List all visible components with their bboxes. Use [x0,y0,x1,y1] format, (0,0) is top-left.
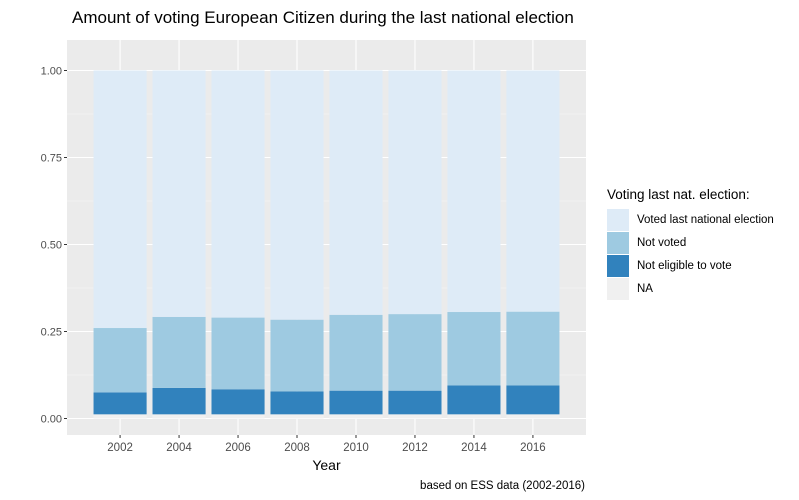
legend: Voting last nat. election: Voted last na… [607,187,774,300]
x-tick-label: 2016 [520,442,546,454]
x-tick-label: 2014 [461,442,487,454]
legend-item: Not voted [607,231,774,254]
x-tick-label: 2002 [107,442,133,454]
legend-label: NA [637,282,653,295]
bar-segment [388,314,442,391]
bar-segment [152,70,206,317]
legend-key-swatch [607,277,629,300]
bar-segment [211,70,265,318]
bar-segment [93,392,147,415]
bar-segment [447,385,501,415]
bar-segment [506,311,560,386]
bar-segment [506,70,560,312]
chart-title: Amount of voting European Citizen during… [72,8,574,27]
bar-segment [329,390,383,415]
bar-segment [93,328,147,393]
bar-segment [506,414,560,419]
bar-segment [211,317,265,390]
bar-segment [152,414,206,419]
legend-item: NA [607,277,774,300]
bar-segment [270,391,324,415]
legend-label: Voted last national election [637,213,774,226]
legend-item: Not eligible to vote [607,254,774,277]
x-tick-label: 2008 [284,442,310,454]
bar-segment [506,385,560,415]
bar-segment [211,389,265,415]
bar-segment [152,316,206,388]
chart-caption: based on ESS data (2002-2016) [420,480,585,492]
legend-items: Voted last national election Not voted Not… [607,208,774,300]
x-tick-label: 2006 [225,442,251,454]
legend-title: Voting last nat. election: [607,187,750,202]
legend-label: Not eligible to vote [637,259,732,272]
y-tick-label: 0.00 [41,414,62,426]
legend-label: Not voted [637,236,687,249]
legend-key-swatch [607,231,629,254]
y-tick-label: 0.75 [41,153,62,165]
bar-segment [93,414,147,419]
bar-segment [329,414,383,419]
bar-segment [388,390,442,415]
y-tick-label: 1.00 [41,66,62,78]
y-tick-label: 0.25 [41,327,62,339]
bar-segment [388,70,442,315]
x-tick-label: 2004 [166,442,192,454]
bar-segment [211,414,265,419]
y-tick-label: 0.50 [41,240,62,252]
legend-key-swatch [607,208,629,231]
bar-segment [270,414,324,419]
bar-segment [447,414,501,419]
bar-segment [270,319,324,392]
bar-segment [329,70,383,315]
x-axis-title: Year [312,457,341,473]
x-tick-label: 2010 [343,442,369,454]
legend-key-swatch [607,254,629,277]
bar-segment [329,314,383,391]
bar-segment [447,312,501,386]
x-tick-label: 2012 [402,442,428,454]
bar-segment [447,70,501,313]
legend-item: Voted last national election [607,208,774,231]
bar-segment [270,70,324,320]
bar-segment [152,387,206,415]
bar-segment [93,70,147,329]
bar-segment [388,414,442,419]
